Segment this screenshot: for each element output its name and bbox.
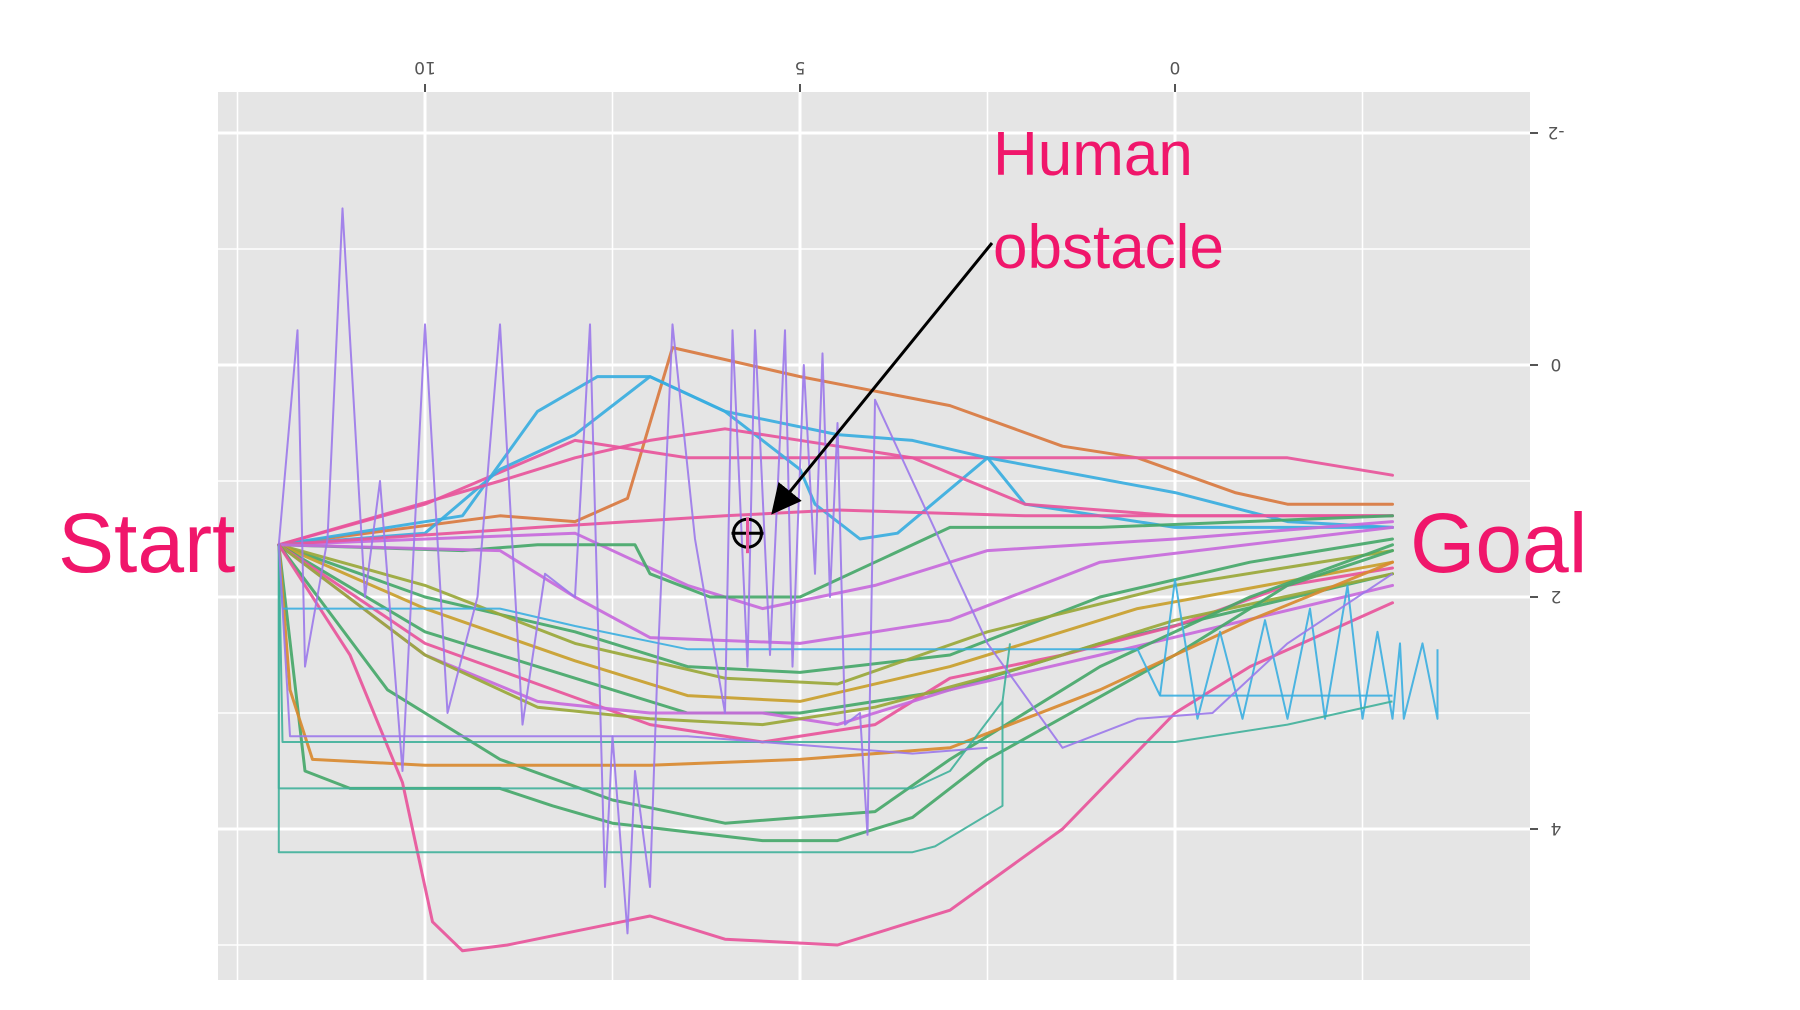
trajectory-line-22 <box>1159 578 1439 720</box>
y-tick-label: 0 <box>1551 354 1562 374</box>
trajectory-line-17 <box>277 543 1394 825</box>
y-tick-label: 4 <box>1551 818 1562 838</box>
trajectory-line-11 <box>277 543 1394 703</box>
axis-ticks: 10 5 0 -2 0 2 4 <box>414 57 1564 838</box>
trajectory-line-15 <box>277 543 1394 727</box>
human-obstacle-marker <box>731 517 764 554</box>
trajectory-line-7 <box>277 508 1394 547</box>
trajectory-line-24 <box>277 544 1393 743</box>
obstacle-arrow <box>771 242 994 515</box>
trajectory-line-10 <box>277 543 1394 686</box>
obstacle-label-line2: obstacle <box>993 213 1224 282</box>
trajectory-line-1 <box>277 346 1394 547</box>
start-label: Start <box>58 496 235 590</box>
y-tick-label: 2 <box>1551 586 1562 606</box>
x-tick-label: 10 <box>414 57 436 77</box>
x-tick-label: 5 <box>795 57 806 77</box>
trajectory-line-21 <box>277 544 1393 697</box>
trajectory-line-20 <box>277 543 1394 953</box>
trajectory-line-4 <box>277 375 1394 547</box>
trajectory-line-23 <box>277 544 1011 790</box>
trajectory-line-14 <box>277 543 1394 727</box>
x-tick-label: 0 <box>1170 57 1181 77</box>
trajectory-line-6 <box>277 520 1394 611</box>
trajectory-line-2 <box>277 438 1394 547</box>
trajectory-series <box>277 207 1439 953</box>
trajectory-line-26 <box>277 207 1394 935</box>
obstacle-label-line1: Human <box>993 120 1193 189</box>
goal-label: Goal <box>1410 496 1587 590</box>
trajectory-line-27 <box>277 544 988 755</box>
trajectory-line-5 <box>277 427 1394 547</box>
trajectory-line-25 <box>277 544 1004 854</box>
y-tick-label: -2 <box>1548 122 1565 142</box>
